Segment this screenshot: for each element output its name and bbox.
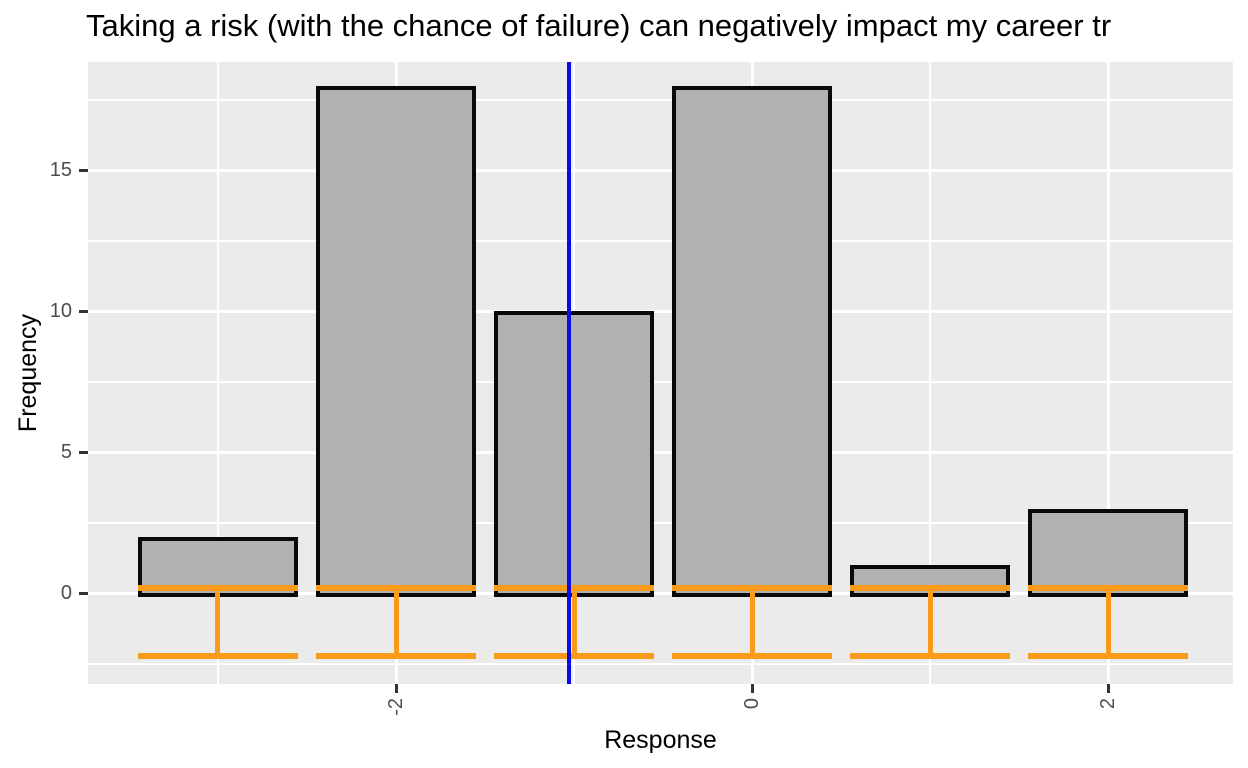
gridline-minor-horizontal [88,380,1233,383]
gridline-minor-horizontal [88,521,1233,524]
errorbar-bottom-cap [137,653,299,660]
errorbar-stem [393,588,399,657]
errorbar-stem [927,588,933,657]
y-tick-mark [79,168,88,172]
gridline-major-horizontal [88,450,1233,454]
x-tick-mark [1106,684,1110,693]
bar [315,85,477,598]
y-tick-mark [79,591,88,595]
chart-title: Taking a risk (with the chance of failur… [86,8,1112,43]
errorbar-bottom-cap [315,653,477,660]
gridline-major-vertical [1106,62,1110,684]
gridline-minor-vertical [216,62,219,684]
bar [672,85,833,598]
x-tick-label: 2 [1097,698,1120,710]
errorbar-stem [1105,588,1111,657]
bar [494,311,655,598]
y-tick-label: 0 [60,582,72,605]
gridline-major-horizontal [88,168,1233,172]
y-axis-title: Frequency [14,313,42,433]
x-tick-mark [750,684,754,693]
x-tick-label: -2 [385,698,408,716]
errorbar-bottom-cap [672,653,833,660]
bar [1028,508,1189,598]
x-axis-title: Response [604,726,717,754]
errorbar-bottom-cap [850,653,1011,660]
errorbar-bottom-cap [1028,653,1189,660]
y-tick-label: 15 [49,159,72,182]
gridline-minor-vertical [929,62,932,684]
y-tick-label: 10 [49,300,72,323]
x-tick-mark [394,684,398,693]
gridline-major-horizontal [88,591,1233,595]
plot-panel [88,62,1233,684]
x-tick-label: 0 [741,698,764,710]
reference-vline [566,62,571,684]
gridline-minor-horizontal [88,98,1233,101]
errorbar-bottom-cap [494,653,655,660]
gridline-minor-horizontal [88,662,1233,665]
gridline-minor-horizontal [88,239,1233,242]
y-tick-label: 5 [60,441,72,464]
y-tick-mark [79,450,88,454]
gridline-major-horizontal [88,309,1233,313]
y-tick-mark [79,309,88,313]
errorbar-stem [571,588,577,657]
errorbar-stem [215,588,221,657]
errorbar-stem [749,588,755,657]
